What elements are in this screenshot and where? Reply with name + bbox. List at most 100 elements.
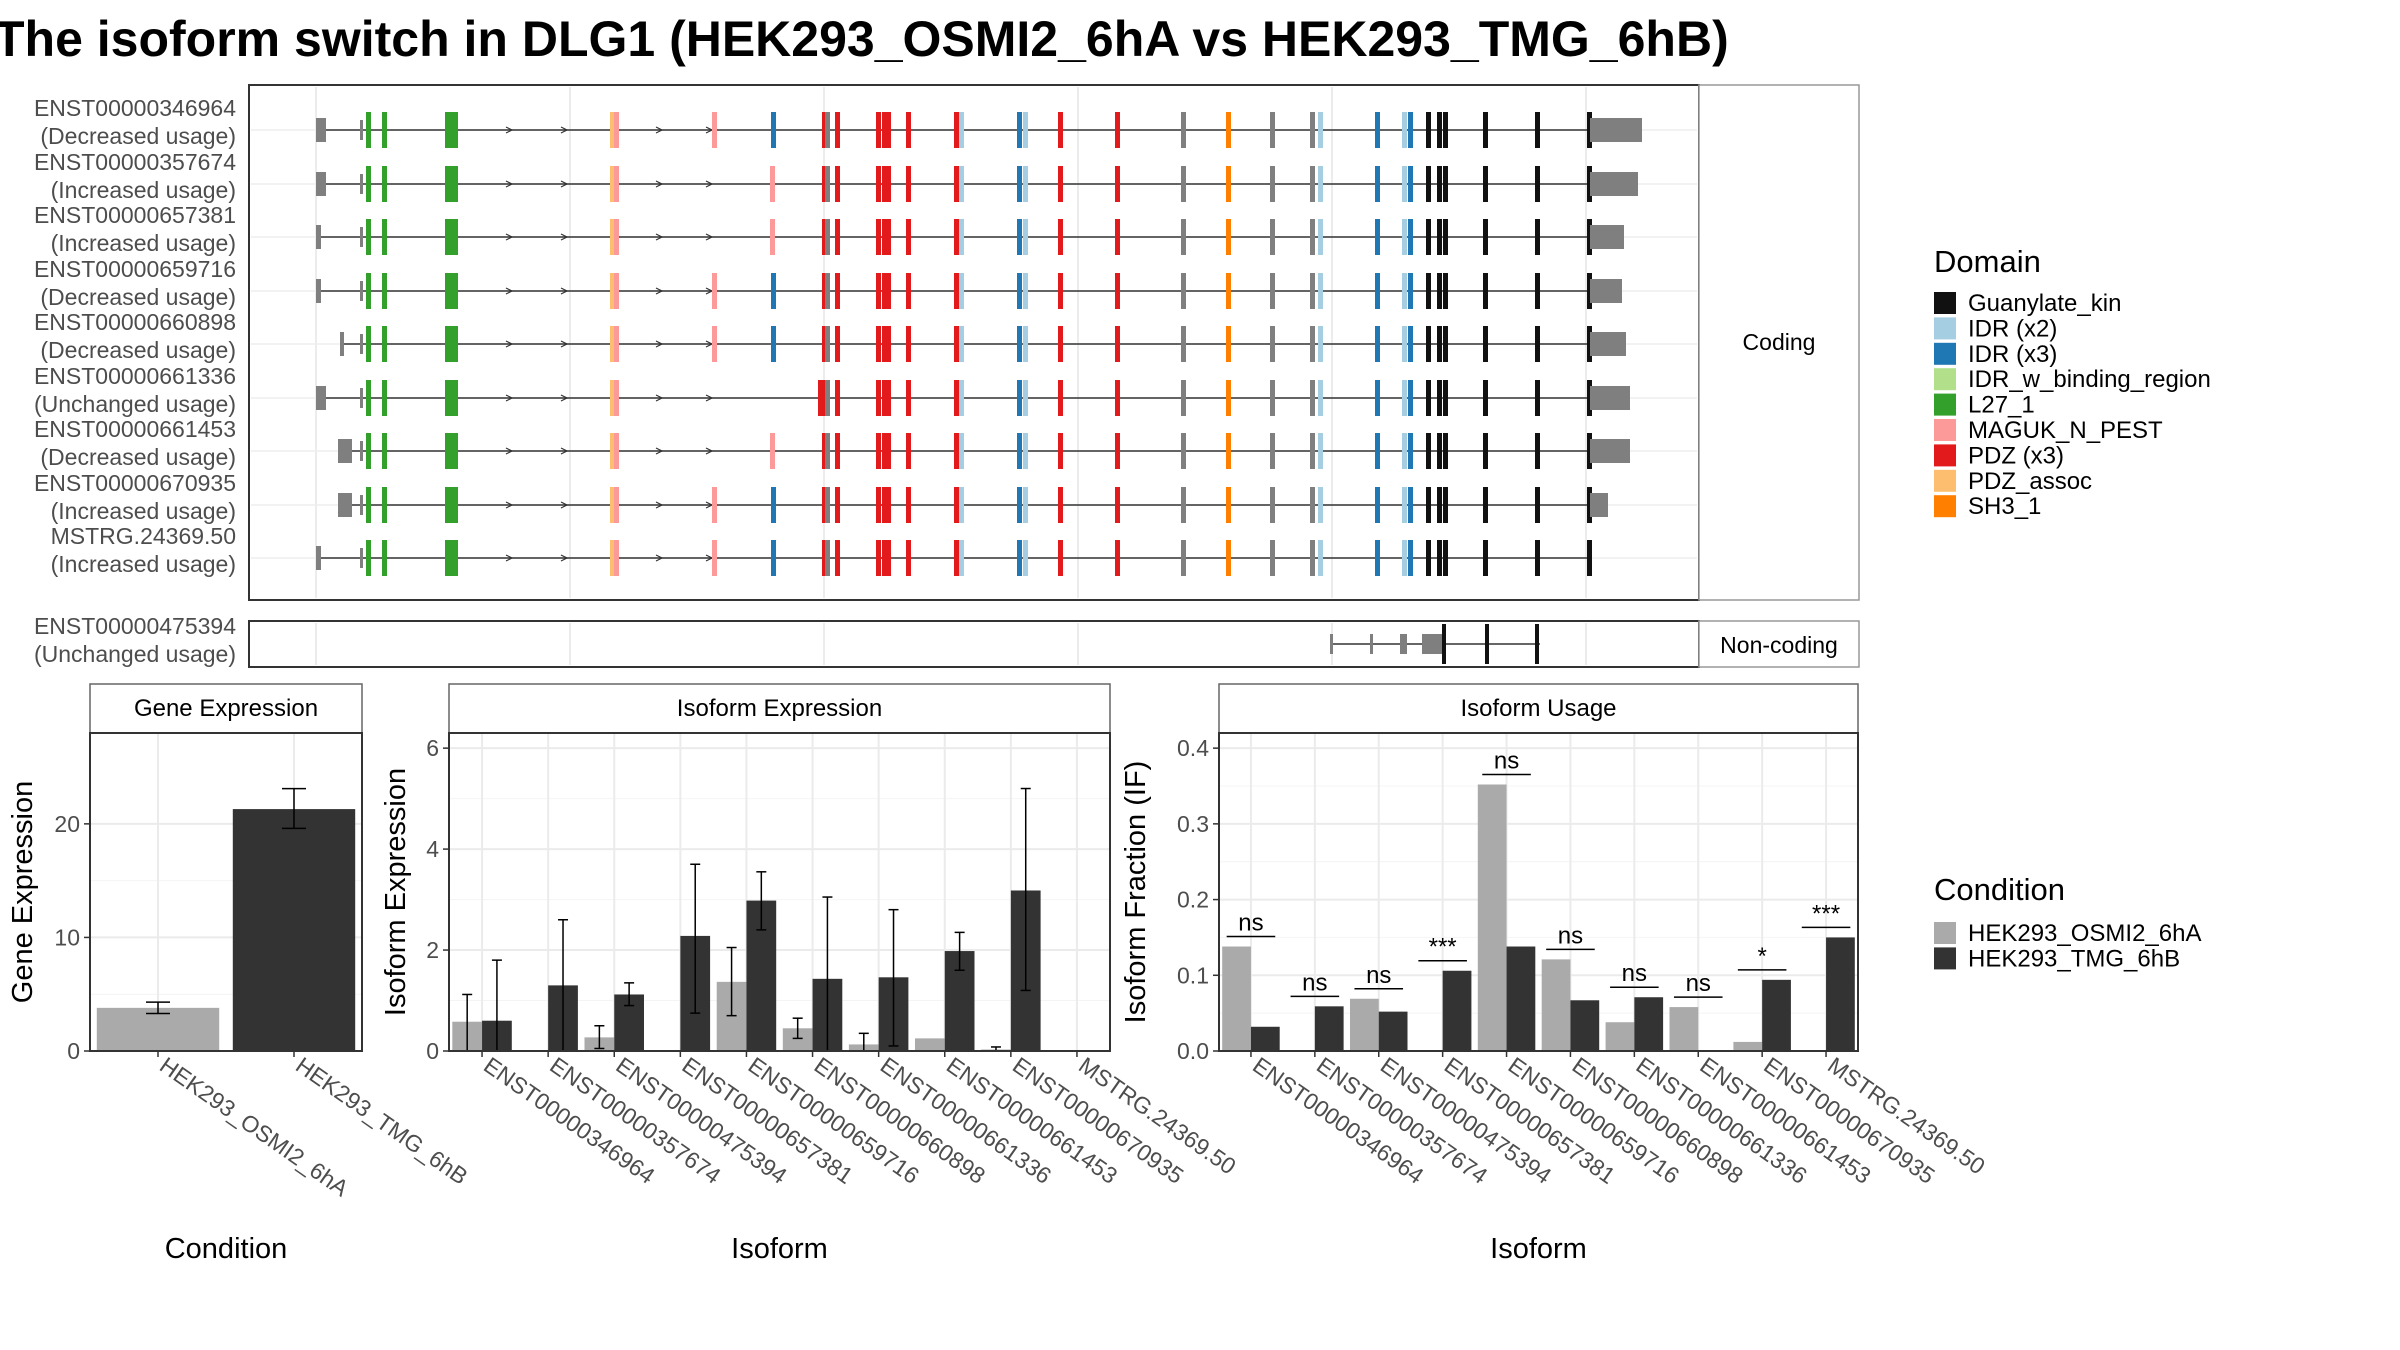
strand-arrow bbox=[560, 340, 569, 348]
bar bbox=[1605, 1022, 1635, 1051]
isoform-label: ENST00000357674 bbox=[34, 149, 236, 175]
exon-block bbox=[1400, 634, 1407, 654]
exon-block bbox=[1017, 273, 1022, 309]
exon-block bbox=[906, 380, 911, 416]
exon-block bbox=[818, 380, 823, 416]
utr-block bbox=[1590, 439, 1630, 463]
exon-block bbox=[453, 166, 458, 202]
exon-block bbox=[1017, 433, 1022, 469]
exon-block bbox=[1017, 540, 1022, 576]
exon-block bbox=[1483, 219, 1488, 255]
exon-block bbox=[1115, 273, 1120, 309]
bar bbox=[1826, 937, 1855, 1051]
exon-block bbox=[822, 166, 827, 202]
exon-block bbox=[1318, 433, 1323, 469]
exon-block bbox=[959, 326, 964, 362]
transcript-track bbox=[338, 433, 1630, 469]
exon-block bbox=[886, 112, 891, 148]
exon-block bbox=[614, 380, 619, 416]
exon-block bbox=[822, 273, 827, 309]
exon-block bbox=[1587, 380, 1592, 416]
exon-block bbox=[382, 433, 387, 469]
exon-block bbox=[906, 112, 911, 148]
exon-block bbox=[876, 326, 881, 362]
exon-block bbox=[1408, 166, 1413, 202]
isoform-usage-label: (Unchanged usage) bbox=[34, 641, 236, 667]
exon-block bbox=[886, 433, 891, 469]
exon-block bbox=[1115, 219, 1120, 255]
significance-label: ns bbox=[1494, 747, 1519, 774]
exon-block bbox=[1535, 326, 1540, 362]
exon-block bbox=[366, 540, 371, 576]
exon-block bbox=[614, 433, 619, 469]
exon-block bbox=[882, 487, 887, 523]
legend-swatch-domain bbox=[1934, 444, 1956, 467]
exon-block bbox=[1437, 433, 1442, 469]
isoform-usage-label: (Increased usage) bbox=[51, 551, 236, 577]
exon-block bbox=[1115, 433, 1120, 469]
isoform-label: ENST00000475394 bbox=[34, 613, 236, 639]
exon-block bbox=[959, 219, 964, 255]
exon-block bbox=[1226, 540, 1231, 576]
exon-block bbox=[382, 112, 387, 148]
utr-block bbox=[360, 495, 363, 515]
x-axis-title: Isoform bbox=[731, 1233, 828, 1265]
exon-block bbox=[1023, 380, 1028, 416]
exon-block bbox=[825, 273, 830, 309]
exon-block bbox=[825, 487, 830, 523]
exon-block bbox=[882, 540, 887, 576]
utr-block bbox=[1590, 386, 1630, 410]
strand-arrow bbox=[655, 126, 664, 134]
exon-block bbox=[449, 112, 454, 148]
exon-block bbox=[1483, 273, 1488, 309]
exon-block bbox=[1181, 219, 1186, 255]
facet-label-coding: Coding bbox=[1743, 329, 1816, 355]
bar bbox=[1541, 959, 1571, 1051]
utr-block bbox=[360, 120, 363, 140]
transcript-track bbox=[340, 326, 1626, 362]
bar bbox=[915, 1038, 945, 1051]
exon-block bbox=[906, 487, 911, 523]
strand-arrow bbox=[560, 287, 569, 295]
exon-block bbox=[1318, 273, 1323, 309]
exon-block bbox=[449, 273, 454, 309]
isoform-label: ENST00000661453 bbox=[34, 416, 236, 442]
isoform-label: ENST00000670935 bbox=[34, 470, 236, 496]
exon-block bbox=[1437, 273, 1442, 309]
bar bbox=[1669, 1007, 1699, 1051]
exon-block bbox=[610, 326, 615, 362]
legend-swatch-condition bbox=[1934, 947, 1956, 970]
exon-block bbox=[1426, 487, 1431, 523]
exon-block bbox=[445, 166, 450, 202]
exon-block bbox=[1270, 433, 1275, 469]
exon-block bbox=[882, 219, 887, 255]
exon-block bbox=[906, 273, 911, 309]
exon-block bbox=[822, 487, 827, 523]
exon-block bbox=[1375, 487, 1380, 523]
exon-block bbox=[1483, 540, 1488, 576]
exon-block bbox=[1402, 540, 1407, 576]
legend-swatch-domain bbox=[1934, 469, 1956, 492]
exon-block bbox=[1017, 219, 1022, 255]
exon-block bbox=[954, 540, 959, 576]
exon-block bbox=[835, 433, 840, 469]
exon-block bbox=[1310, 273, 1315, 309]
exon-block bbox=[825, 112, 830, 148]
exon-block bbox=[822, 219, 827, 255]
exon-block bbox=[886, 540, 891, 576]
exon-block bbox=[1443, 540, 1448, 576]
strand-arrow bbox=[655, 287, 664, 295]
exon-block bbox=[1058, 487, 1063, 523]
utr-block bbox=[1590, 493, 1608, 517]
legend-label-domain: IDR_w_binding_region bbox=[1968, 366, 2211, 393]
exon-block bbox=[1375, 380, 1380, 416]
exon-block bbox=[825, 540, 830, 576]
exon-block bbox=[954, 487, 959, 523]
utr-block bbox=[338, 439, 352, 463]
isoform-label: ENST00000346964 bbox=[34, 95, 236, 121]
exon-block bbox=[959, 112, 964, 148]
exon-block bbox=[1017, 380, 1022, 416]
strand-arrow bbox=[655, 501, 664, 509]
exon-block bbox=[1402, 487, 1407, 523]
